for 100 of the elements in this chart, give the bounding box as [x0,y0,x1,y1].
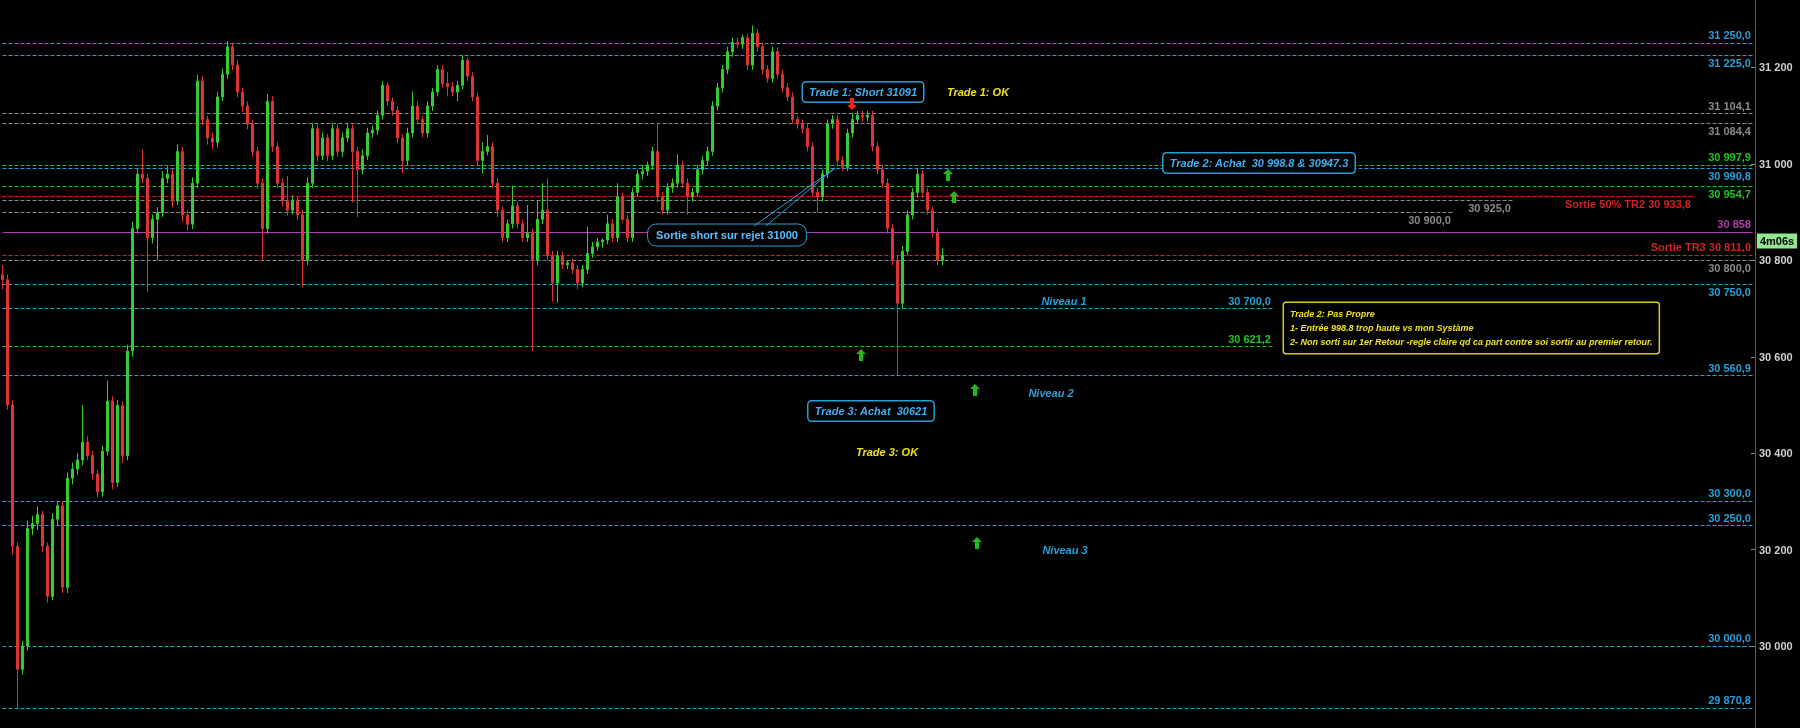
candlestick [306,176,309,266]
candlestick [726,46,729,75]
candlestick [861,110,864,122]
candlestick [796,115,799,130]
candlestick [841,155,844,172]
candlestick [286,175,289,217]
candlestick [846,128,849,172]
candlestick [21,640,24,676]
candlestick [281,177,284,207]
candlestick [11,399,14,555]
candlestick [521,218,524,243]
candlestick [746,33,749,71]
candlestick [901,245,904,310]
candlestick [596,237,599,252]
candlestick [471,71,474,102]
candlestick [76,452,79,476]
candlestick [381,80,384,121]
candlestick [141,148,144,184]
candlestick [161,170,164,218]
candlestick [741,34,744,50]
candlestick [761,41,764,75]
candlestick [311,122,314,189]
candlestick [86,435,89,461]
candlestick [691,187,694,203]
candlestick [256,146,259,190]
candlestick [106,380,109,457]
candlestick [941,247,944,266]
candlestick [826,119,829,179]
candlestick [476,92,479,166]
candlestick [566,259,569,270]
candlestick [606,214,609,245]
candlestick [681,160,684,189]
candlestick [46,541,49,604]
candlestick [71,462,74,486]
candlestick [276,141,279,189]
candlestick [581,264,584,288]
candlestick [401,133,404,175]
candlestick [236,59,239,98]
candlestick [641,164,644,180]
candlestick [671,177,674,194]
candlestick [561,251,564,270]
ref-line-label: 30 000,0 [1708,632,1751,645]
candlestick [206,115,209,146]
candlestick [291,194,294,216]
candlestick [656,122,659,203]
candlestick [906,209,909,257]
candlestick [481,141,484,175]
candlestick [41,510,44,553]
candlestick [731,37,734,58]
candlestick [536,199,539,266]
candlestick [171,168,174,208]
ref-line-label: 30 621,2 [1228,332,1271,345]
candlestick [326,133,329,163]
candlestick [791,92,794,125]
ref-line-label: 29 870,8 [1708,694,1751,707]
candlestick [331,122,334,161]
candlestick [436,64,439,97]
ref-line-label: 30 858 [1717,218,1751,231]
candlestick [31,515,34,536]
ref-line-label: 30 954,7 [1708,187,1751,200]
candlestick [36,505,39,531]
ref-line-label: 31 084,4 [1708,125,1752,138]
candlestick [706,146,709,166]
candlestick [896,255,899,377]
candlestick [491,141,494,189]
annotation: Niveau 2 [1028,387,1074,399]
candlestick [531,228,534,352]
candlestick [686,177,689,216]
candlestick [366,127,369,161]
candlestick [251,119,254,158]
candlestick [336,123,339,158]
candlestick [776,46,779,80]
ref-line-label: Sortie TR3 30 811,0 [1650,241,1751,254]
candlestick [696,164,699,198]
candlestick [296,196,299,221]
candlestick [591,241,594,259]
candlestick [866,110,869,122]
candlestick [781,69,784,94]
candlestick [541,182,544,225]
candlestick [551,250,554,302]
candlestick [221,67,224,102]
ref-line-label: 30 925,0 [1468,202,1511,215]
candlestick [371,124,374,138]
candlestick [61,500,64,594]
candlestick [451,81,454,97]
candlestick [156,206,159,261]
candlestick [91,450,94,481]
candlestick [651,146,654,171]
annotation: Trade 3: OK [855,446,920,458]
candlestick [416,100,419,125]
candlestick [271,95,274,153]
candlestick [321,132,324,161]
annotation: Niveau 3 [1042,544,1088,556]
ref-line-label: 30 800,0 [1708,262,1751,275]
candlestick [426,100,429,138]
candlestick [876,141,879,176]
candlestick [456,80,459,102]
ref-line-label: 31 225,0 [1708,57,1751,70]
candlestick [26,520,29,652]
candlestick [711,100,714,157]
